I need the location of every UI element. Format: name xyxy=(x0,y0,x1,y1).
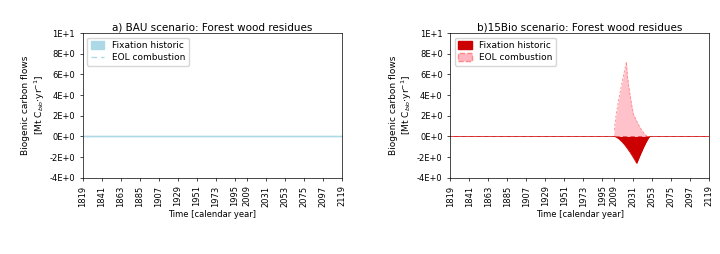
Title: a) BAU scenario: Forest wood residues: a) BAU scenario: Forest wood residues xyxy=(112,22,312,32)
X-axis label: Time [calendar year]: Time [calendar year] xyxy=(168,210,256,219)
Y-axis label: Biogenic carbon flows
[Mt C$_{bio}$$\cdot$yr$^{-1}$]: Biogenic carbon flows [Mt C$_{bio}$$\cdo… xyxy=(389,56,414,155)
Y-axis label: Biogenic carbon flows
[Mt C$_{bio}$$\cdot$yr$^{-1}$]: Biogenic carbon flows [Mt C$_{bio}$$\cdo… xyxy=(22,56,47,155)
X-axis label: Time [calendar year]: Time [calendar year] xyxy=(536,210,624,219)
Title: b)15Bio scenario: Forest wood residues: b)15Bio scenario: Forest wood residues xyxy=(477,22,683,32)
Legend: Fixation historic, EOL combustion: Fixation historic, EOL combustion xyxy=(455,38,557,66)
Legend: Fixation historic, EOL combustion: Fixation historic, EOL combustion xyxy=(87,38,189,66)
